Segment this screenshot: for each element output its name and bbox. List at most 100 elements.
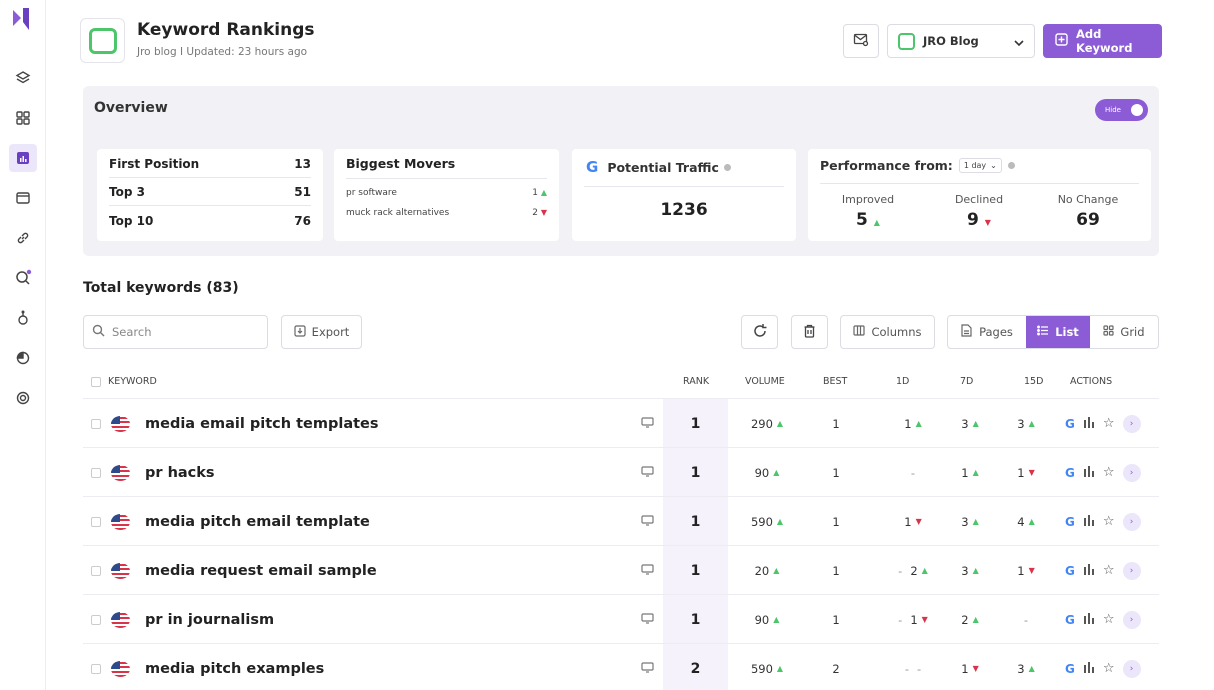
change-7d-value: 3 (961, 563, 969, 578)
bar-chart-icon[interactable] (1083, 661, 1095, 676)
google-icon[interactable]: G (1065, 514, 1075, 529)
chevron-right-icon[interactable]: › (1122, 610, 1141, 629)
bar-chart-icon[interactable] (1083, 514, 1095, 529)
row-checkbox[interactable] (91, 467, 101, 478)
pages-view-button[interactable]: Pages (948, 316, 1026, 348)
export-label: Export (311, 325, 350, 339)
volume-header[interactable]: VOLUME (745, 376, 785, 387)
list-label: List (1055, 325, 1079, 339)
star-icon[interactable]: ☆ (1102, 563, 1115, 578)
chevron-right-icon[interactable]: › (1122, 561, 1141, 580)
keyword-cell[interactable]: media email pitch templates (145, 399, 379, 448)
row-checkbox[interactable] (91, 516, 101, 527)
project-select[interactable]: JRO Blog (887, 24, 1035, 58)
chevron-down-icon: ⌄ (990, 161, 997, 170)
chevron-right-icon[interactable]: › (1122, 659, 1141, 678)
google-icon[interactable]: G (1065, 563, 1075, 578)
info-icon[interactable] (723, 163, 731, 171)
refresh-button[interactable] (741, 315, 778, 349)
rank-header[interactable]: RANK (683, 376, 710, 387)
chevron-right-icon[interactable]: › (1122, 512, 1141, 531)
mover-item[interactable]: muck rack alternatives 2 ▼ (346, 208, 547, 218)
bar-chart-icon[interactable] (1083, 563, 1095, 578)
change-15d-cell: - (1001, 595, 1051, 644)
target-icon[interactable] (9, 384, 37, 412)
google-icon[interactable]: G (1065, 661, 1075, 676)
pie-chart-icon[interactable] (9, 344, 37, 372)
select-all-checkbox[interactable] (91, 377, 101, 387)
table-row[interactable]: media email pitch templates 1 290 ▲ 1 1 ▲ 3 ▲ 3 ▲ G… (83, 398, 1159, 447)
search-icon[interactable] (9, 264, 37, 292)
mover-item[interactable]: pr software 1 ▲ (346, 188, 547, 198)
change-1d-prefix: - (898, 612, 903, 627)
columns-button[interactable]: Columns (840, 315, 935, 349)
volume-value: 290 (750, 416, 773, 431)
period-select[interactable]: 1 day ⌄ (958, 158, 1002, 173)
row-checkbox[interactable] (91, 565, 101, 576)
row-checkbox-cell (91, 595, 101, 644)
arrow-up-icon: ▲ (773, 468, 780, 477)
row-checkbox[interactable] (91, 614, 101, 625)
table-row[interactable]: media pitch email template 1 590 ▲ 1 1 ▼ 3 ▲ 4 ▲ G ☆… (83, 496, 1159, 545)
dashboard-grid-icon[interactable] (9, 104, 37, 132)
table-row[interactable]: media pitch examples 2 590 ▲ 2- -1 ▼ 3 ▲ G ☆ › (83, 643, 1159, 690)
keyword-header[interactable]: KEYWORD (108, 376, 157, 387)
change-7d-cell: 1 ▼ (945, 644, 995, 690)
info-icon[interactable] (1007, 162, 1015, 169)
arrow-down-icon: ▼ (984, 218, 991, 227)
change-15d-cell: 1 ▼ (1001, 448, 1051, 497)
desktop-icon-cell (641, 546, 654, 595)
layers-icon[interactable] (9, 64, 37, 92)
link-icon[interactable] (9, 224, 37, 252)
potential-traffic-card: G Potential Traffic 1236 (572, 149, 796, 241)
list-view-button[interactable]: List (1026, 316, 1090, 348)
email-report-button[interactable] (843, 24, 879, 58)
rankings-chart-icon[interactable] (9, 144, 37, 172)
keyword-cell[interactable]: pr in journalism (145, 595, 274, 644)
star-icon[interactable]: ☆ (1102, 514, 1115, 529)
best-header[interactable]: BEST (823, 376, 848, 387)
star-icon[interactable]: ☆ (1102, 612, 1115, 627)
arrow-up-icon: ▲ (972, 566, 979, 575)
change-7d-value: 2 (961, 612, 969, 627)
chevron-right-icon[interactable]: › (1122, 414, 1141, 433)
bar-chart-icon[interactable] (1083, 416, 1095, 431)
keyword-cell[interactable]: media request email sample (145, 546, 377, 595)
change-1d-cell: 1 ▼ (873, 497, 953, 546)
star-icon[interactable]: ☆ (1102, 465, 1115, 480)
bar-chart-icon[interactable] (1083, 465, 1095, 480)
google-icon[interactable]: G (1065, 465, 1075, 480)
keyword-cell[interactable]: media pitch examples (145, 644, 324, 690)
1d-header[interactable]: 1D (896, 376, 910, 387)
chevron-right-icon[interactable]: › (1122, 463, 1141, 482)
star-icon[interactable]: ☆ (1102, 661, 1115, 676)
actions-cell: G ☆ › (1065, 644, 1145, 690)
bar-chart-icon[interactable] (1083, 612, 1095, 627)
rank-cell: 1 (663, 399, 728, 448)
browser-window-icon[interactable] (9, 184, 37, 212)
search-input[interactable]: Search (83, 315, 268, 349)
row-checkbox[interactable] (91, 663, 101, 674)
row-checkbox[interactable] (91, 418, 101, 429)
grid-icon (1103, 325, 1115, 339)
table-row[interactable]: pr hacks 1 90 ▲ 1-1 ▲ 1 ▼ G ☆ › (83, 447, 1159, 496)
table-row[interactable]: pr in journalism 1 90 ▲ 1-1 ▼ 2 ▲ - G ☆ › (83, 594, 1159, 643)
7d-header[interactable]: 7D (960, 376, 974, 387)
robot-icon[interactable] (9, 304, 37, 332)
table-row[interactable]: media request email sample 1 20 ▲ 1-2 ▲ 3 ▲ 1 ▼ G ☆… (83, 545, 1159, 594)
star-icon[interactable]: ☆ (1102, 416, 1115, 431)
add-keyword-button[interactable]: Add Keyword (1043, 24, 1162, 58)
toggle-label: Hide (1105, 106, 1121, 114)
google-icon[interactable]: G (1065, 612, 1075, 627)
grid-view-button[interactable]: Grid (1090, 316, 1158, 348)
page-icon (961, 324, 972, 340)
export-button[interactable]: Export (281, 315, 362, 349)
google-icon[interactable]: G (1065, 416, 1075, 431)
keyword-cell[interactable]: pr hacks (145, 448, 215, 497)
hide-overview-toggle[interactable]: Hide (1095, 99, 1148, 121)
delete-button[interactable] (791, 315, 828, 349)
15d-header[interactable]: 15D (1024, 376, 1044, 387)
keyword-cell[interactable]: media pitch email template (145, 497, 370, 546)
desktop-icon-cell (641, 644, 654, 690)
app-logo[interactable] (11, 6, 33, 32)
